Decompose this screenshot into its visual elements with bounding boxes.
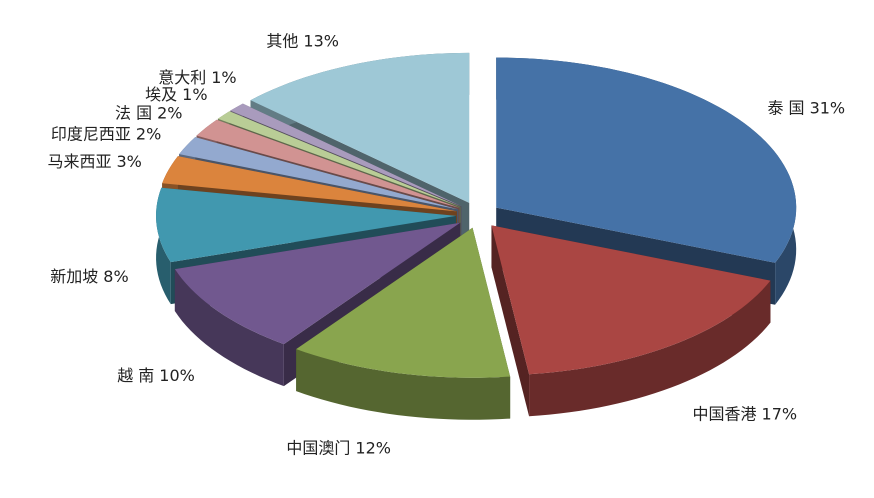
slice-label: 越 南 10% <box>117 366 195 385</box>
slice-label: 其他 13% <box>266 31 339 50</box>
slice <box>230 103 462 207</box>
value-label: 1% <box>211 67 236 86</box>
slice <box>179 137 459 210</box>
category-name: 新加坡 <box>50 266 98 285</box>
slice-label: 印度尼西亚 2% <box>51 124 161 143</box>
category-name: 马来西亚 <box>47 152 111 171</box>
slice <box>174 222 461 345</box>
slice-label: 新加坡 8% <box>50 266 128 285</box>
slice-label: 中国澳门 12% <box>286 438 391 457</box>
slice-label: 法 国 2% <box>115 103 182 122</box>
slice-side <box>529 280 771 417</box>
slice <box>491 225 771 417</box>
slice-side <box>296 349 511 420</box>
category-name: 泰 国 <box>767 98 804 117</box>
slice <box>491 225 771 375</box>
value-label: 31% <box>810 98 846 117</box>
value-label: 1% <box>182 84 207 103</box>
slice-label: 中国香港 17% <box>693 404 798 423</box>
category-name: 印度尼西亚 <box>51 124 131 143</box>
category-name: 埃及 <box>145 84 177 103</box>
slice <box>162 156 457 212</box>
value-label: 10% <box>159 366 195 385</box>
value-label: 8% <box>103 266 128 285</box>
value-label: 13% <box>303 31 339 50</box>
slice <box>217 111 461 207</box>
value-label: 12% <box>355 438 391 457</box>
category-name: 中国香港 <box>693 404 757 423</box>
category-name: 法 国 <box>115 103 152 122</box>
slice <box>156 187 457 263</box>
slice-side <box>174 269 284 387</box>
slice <box>296 227 511 420</box>
slice <box>296 227 511 378</box>
value-label: 2% <box>136 124 161 143</box>
slice-side <box>491 225 530 417</box>
slice <box>196 119 460 208</box>
category-name: 意大利 <box>158 67 206 86</box>
value-label: 17% <box>762 404 798 423</box>
slice-label: 意大利 1% <box>158 67 236 86</box>
slice-label: 马来西亚 3% <box>47 152 141 171</box>
slice-label: 埃及 1% <box>145 84 207 103</box>
category-name: 越 南 <box>117 366 154 385</box>
value-label: 2% <box>157 103 182 122</box>
slice <box>250 52 470 203</box>
slice <box>496 57 797 263</box>
slice-label: 泰 国 31% <box>767 98 845 117</box>
category-name: 中国澳门 <box>286 438 350 457</box>
value-label: 3% <box>117 152 142 171</box>
category-name: 其他 <box>266 31 298 50</box>
